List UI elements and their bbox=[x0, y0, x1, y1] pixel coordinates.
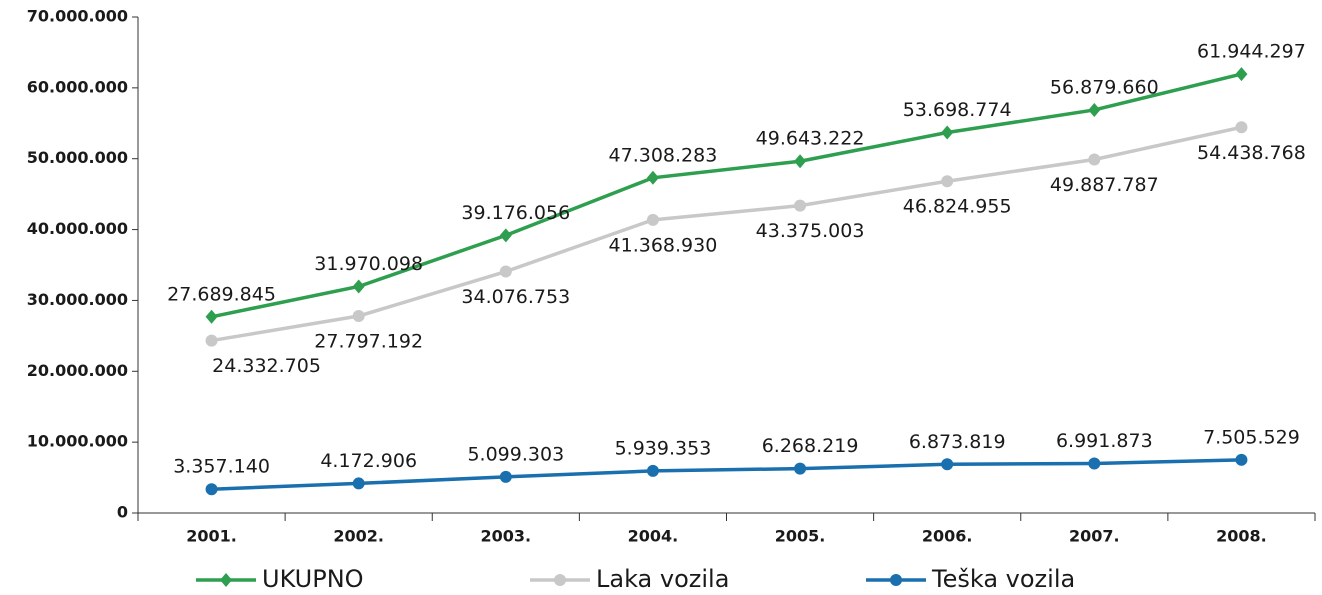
series-line bbox=[211, 72, 1242, 319]
x-tick-label: 2001. bbox=[186, 527, 237, 546]
point bbox=[794, 154, 807, 169]
y-tick-label: 60.000.000 bbox=[27, 77, 128, 96]
point bbox=[1235, 67, 1248, 82]
x-tick-label: 2004. bbox=[628, 527, 679, 546]
y-tick-label: 30.000.000 bbox=[27, 290, 128, 309]
point bbox=[1235, 121, 1248, 134]
data-label: 6.991.873 bbox=[1056, 430, 1153, 452]
point bbox=[941, 125, 954, 140]
data-label: 24.332.705 bbox=[212, 355, 321, 377]
y-tick-label: 40.000.000 bbox=[27, 219, 128, 238]
data-label: 53.698.774 bbox=[903, 99, 1012, 121]
point bbox=[646, 170, 659, 185]
data-label: 47.308.283 bbox=[609, 144, 718, 166]
data-label: 6.268.219 bbox=[762, 435, 859, 457]
point bbox=[205, 334, 218, 347]
point bbox=[205, 483, 218, 496]
point bbox=[352, 477, 365, 490]
point bbox=[794, 199, 807, 212]
data-label: 3.357.140 bbox=[173, 456, 270, 478]
point bbox=[205, 309, 218, 324]
data-label: 34.076.753 bbox=[461, 286, 570, 308]
point bbox=[646, 213, 659, 226]
data-label: 46.824.955 bbox=[903, 196, 1012, 218]
data-label: 56.879.660 bbox=[1050, 76, 1159, 98]
x-tick-label: 2006. bbox=[922, 527, 973, 546]
data-label: 27.797.192 bbox=[314, 331, 423, 353]
data-label: 49.887.787 bbox=[1050, 174, 1159, 196]
x-tick-label: 2005. bbox=[775, 527, 826, 546]
data-label: 27.689.845 bbox=[167, 283, 276, 305]
point bbox=[1235, 453, 1248, 466]
y-tick-label: 50.000.000 bbox=[27, 148, 128, 167]
point bbox=[1088, 457, 1101, 470]
point bbox=[499, 228, 512, 243]
point bbox=[794, 462, 807, 475]
data-label: 7.505.529 bbox=[1203, 426, 1300, 448]
point bbox=[352, 310, 365, 323]
data-label: 49.643.222 bbox=[756, 128, 865, 150]
series-line bbox=[211, 458, 1242, 491]
legend-marker bbox=[554, 574, 566, 586]
data-label: 39.176.056 bbox=[461, 202, 570, 224]
legend-label: Laka vozila bbox=[596, 565, 729, 593]
x-tick-label: 2008. bbox=[1216, 527, 1267, 546]
x-tick-label: 2003. bbox=[481, 527, 532, 546]
y-tick-label: 0 bbox=[117, 503, 128, 522]
legend-label: UKUPNO bbox=[262, 565, 364, 593]
legend-label: Teška vozila bbox=[931, 565, 1075, 593]
point bbox=[499, 265, 512, 278]
x-tick-label: 2007. bbox=[1069, 527, 1120, 546]
legend-marker bbox=[220, 573, 232, 587]
y-tick-label: 20.000.000 bbox=[27, 361, 128, 380]
x-tick-label: 2002. bbox=[333, 527, 384, 546]
point bbox=[499, 470, 512, 483]
point bbox=[941, 175, 954, 188]
legend-marker bbox=[890, 574, 902, 586]
y-tick-label: 10.000.000 bbox=[27, 432, 128, 451]
data-label: 5.939.353 bbox=[615, 437, 712, 459]
data-label: 5.099.303 bbox=[467, 443, 564, 465]
data-label: 61.944.297 bbox=[1197, 41, 1306, 63]
data-label: 6.873.819 bbox=[909, 431, 1006, 453]
point bbox=[352, 279, 365, 294]
data-label: 31.970.098 bbox=[314, 253, 423, 275]
point bbox=[1088, 153, 1101, 166]
data-label: 41.368.930 bbox=[609, 234, 718, 256]
point bbox=[941, 458, 954, 471]
y-tick-label: 70.000.000 bbox=[27, 7, 128, 26]
point bbox=[646, 464, 659, 477]
data-label: 54.438.768 bbox=[1197, 142, 1306, 164]
data-label: 4.172.906 bbox=[320, 450, 417, 472]
data-label: 43.375.003 bbox=[756, 220, 865, 242]
series-line bbox=[211, 125, 1242, 343]
point bbox=[1088, 102, 1101, 117]
